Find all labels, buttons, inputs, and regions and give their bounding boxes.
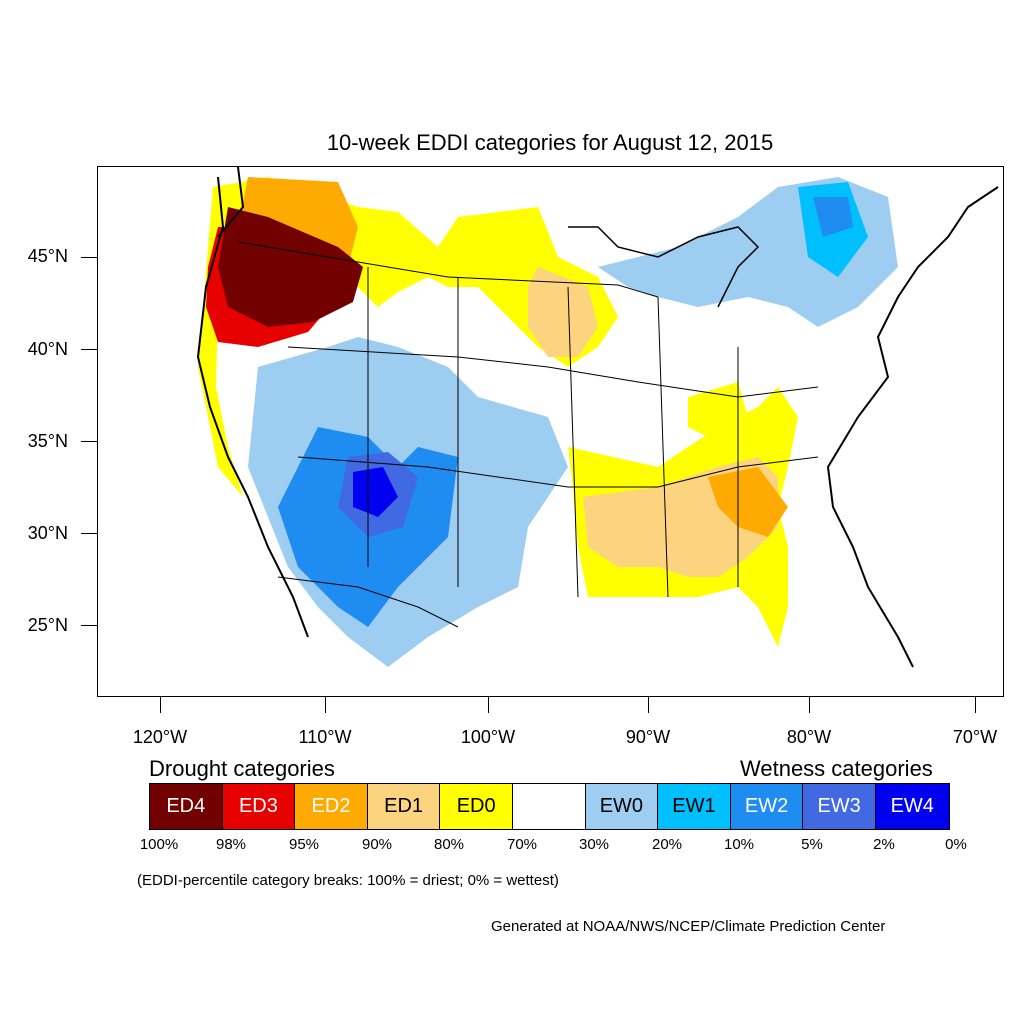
lon-label-100: 100°W xyxy=(460,727,516,747)
lon-label-90: 90°W xyxy=(625,727,671,747)
legend-ed4: ED4 xyxy=(150,784,223,829)
lat-label-40: 40°N xyxy=(27,339,68,359)
lat-label-45: 45°N xyxy=(27,246,68,266)
percentile-note: (EDDI-percentile category breaks: 100% =… xyxy=(137,872,559,889)
lat-label-35: 35°N xyxy=(27,431,68,451)
state-borders xyxy=(287,346,819,398)
lon-tick xyxy=(160,697,161,713)
lat-label-25: 25°N xyxy=(27,615,68,635)
legend-ew2: EW2 xyxy=(730,784,804,829)
drought-heading: Drought categories xyxy=(149,756,335,781)
lat-tick xyxy=(81,349,97,350)
ed0-region xyxy=(198,177,438,497)
legend-ew3: EW3 xyxy=(803,784,876,829)
legend-ed1: ED1 xyxy=(367,784,441,829)
wetness-heading: Wetness categories xyxy=(740,756,933,781)
legend-ed0: ED0 xyxy=(440,784,513,829)
legend-neutral xyxy=(512,784,586,829)
pct-label: 90% xyxy=(361,836,393,853)
lon-tick xyxy=(488,697,489,713)
lat-tick xyxy=(81,257,97,258)
ew4-region xyxy=(353,467,398,517)
ed2-region xyxy=(708,467,788,537)
map-frame xyxy=(97,166,1004,697)
lon-label-120: 120°W xyxy=(132,727,188,747)
coastline xyxy=(826,186,999,668)
ew2-region xyxy=(813,197,853,237)
state-borders xyxy=(367,267,739,598)
legend-ed3: ED3 xyxy=(222,784,296,829)
lon-tick xyxy=(975,697,976,713)
category-legend: ED4 ED3 ED2 ED1 ED0 EW0 EW1 EW2 EW3 EW4 xyxy=(149,783,950,830)
pct-label: 0% xyxy=(945,836,967,853)
pct-label: 30% xyxy=(578,836,610,853)
coastline xyxy=(568,226,760,308)
legend-ew4: EW4 xyxy=(875,784,949,829)
lon-label-70: 70°W xyxy=(952,727,998,747)
eddi-map xyxy=(193,167,999,687)
lat-tick xyxy=(81,441,97,442)
pct-label: 10% xyxy=(723,836,755,853)
legend-ew1: EW1 xyxy=(658,784,731,829)
lat-tick xyxy=(81,533,97,534)
pct-label: 100% xyxy=(139,836,179,853)
credit-line: Generated at NOAA/NWS/NCEP/Climate Predi… xyxy=(491,918,886,935)
pct-label: 2% xyxy=(873,836,895,853)
lon-tick xyxy=(648,697,649,713)
pct-label: 95% xyxy=(288,836,320,853)
state-borders xyxy=(237,241,659,298)
coastline xyxy=(217,167,245,238)
state-borders xyxy=(277,576,459,628)
pct-label: 80% xyxy=(433,836,465,853)
pct-label: 70% xyxy=(506,836,538,853)
pct-label: 20% xyxy=(651,836,683,853)
lon-tick xyxy=(809,697,810,713)
lat-label-30: 30°N xyxy=(27,523,68,543)
pct-label: 98% xyxy=(215,836,247,853)
state-borders xyxy=(297,456,819,488)
legend-ed2: ED2 xyxy=(295,784,368,829)
map-title: 10-week EDDI categories for August 12, 2… xyxy=(326,130,774,155)
lat-tick xyxy=(81,625,97,626)
lon-label-110: 110°W xyxy=(298,727,352,747)
lon-label-80: 80°W xyxy=(786,727,832,747)
lon-tick xyxy=(325,697,326,713)
coastline xyxy=(196,176,309,638)
pct-label: 5% xyxy=(801,836,823,853)
legend-ew0: EW0 xyxy=(585,784,659,829)
ed4-region xyxy=(218,207,363,327)
ed1-region xyxy=(528,267,598,357)
